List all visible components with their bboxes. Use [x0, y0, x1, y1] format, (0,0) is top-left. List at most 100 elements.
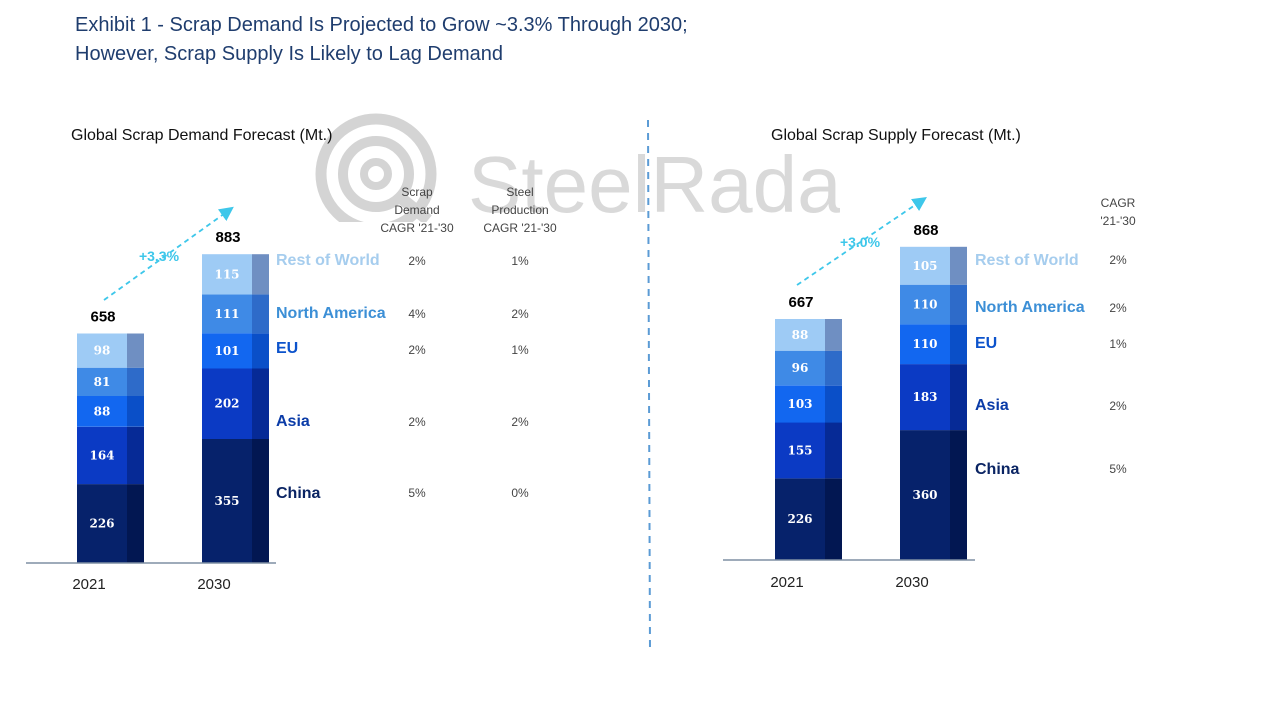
cagr-value-asia: 2%	[408, 415, 426, 429]
bar-segment-eu-2030	[202, 333, 252, 369]
bar-side-strip-china-2030	[950, 430, 967, 560]
bar-side-strip-asia-2030	[252, 368, 269, 439]
data-label-asia-2030: 183	[912, 390, 937, 404]
cagr-column-header: Demand	[394, 203, 439, 217]
bar-side-strip-rest-of-world-2030	[950, 246, 967, 285]
bar-segment-eu-2021	[77, 396, 127, 427]
bar-segment-asia-2021	[77, 426, 127, 485]
cagr-column-header: CAGR	[1101, 196, 1136, 210]
cagr-value-eu: 1%	[511, 343, 529, 357]
cagr-value-china: 5%	[408, 486, 426, 500]
data-label-china-2030: 355	[214, 494, 239, 508]
bar-side-strip-rest-of-world-2021	[127, 333, 144, 368]
bar-total-2030: 883	[215, 229, 240, 246]
data-label-eu-2021: 103	[787, 397, 812, 411]
bar-total-2030: 868	[913, 222, 938, 239]
bar-segment-north-america-2021	[77, 367, 127, 396]
data-label-rest-of-world-2021: 98	[94, 344, 111, 358]
growth-arrow	[796, 196, 927, 286]
cagr-value-north-america: 4%	[408, 307, 426, 321]
exhibit-title-line-2: However, Scrap Supply Is Likely to Lag D…	[75, 43, 503, 65]
bar-segment-north-america-2021	[775, 350, 825, 386]
cagr-value-eu: 2%	[408, 343, 426, 357]
bar-side-strip-north-america-2030	[252, 294, 269, 334]
data-label-eu-2030: 101	[214, 344, 239, 358]
bar-segment-north-america-2030	[900, 284, 950, 325]
exhibit-title: Exhibit 1 - Scrap Demand Is Projected to…	[75, 11, 688, 69]
region-label-china: China	[975, 461, 1020, 478]
bar-total-2021: 658	[90, 309, 115, 326]
bar-side-strip-eu-2030	[252, 333, 269, 369]
exhibit-title-line-1: Exhibit 1 - Scrap Demand Is Projected to…	[75, 14, 688, 36]
bar-side-strip-china-2021	[127, 484, 144, 563]
data-label-asia-2021: 155	[787, 444, 812, 458]
chart-title: Global Scrap Demand Forecast (Mt.)	[71, 127, 332, 144]
cagr-value-north-america: 2%	[1109, 301, 1127, 315]
region-label-north-america: North America	[975, 299, 1085, 316]
data-label-asia-2030: 202	[214, 397, 239, 411]
cagr-value-asia: 2%	[1109, 399, 1127, 413]
cagr-column-header: Scrap	[401, 185, 433, 199]
cagr-value-eu: 1%	[1109, 337, 1127, 351]
bar-segment-china-2021	[775, 478, 825, 560]
cagr-value-asia: 2%	[511, 415, 529, 429]
region-label-eu: EU	[276, 340, 298, 357]
data-label-asia-2021: 164	[89, 448, 114, 462]
growth-label: +3.0%	[840, 234, 881, 250]
data-label-china-2021: 226	[89, 517, 114, 531]
bar-segment-rest-of-world-2021	[77, 333, 127, 368]
cagr-column-header: CAGR '21-'30	[380, 221, 454, 235]
cagr-value-rest-of-world: 2%	[1109, 253, 1127, 267]
bar-total-2021: 667	[788, 294, 813, 311]
data-label-china-2021: 226	[787, 512, 812, 526]
bar-segment-north-america-2030	[202, 294, 252, 334]
bar-segment-asia-2030	[900, 364, 950, 431]
bar-side-strip-china-2021	[825, 478, 842, 560]
x-tick-label-2021: 2021	[770, 574, 803, 591]
data-label-north-america-2021: 96	[792, 361, 809, 375]
bar-side-strip-rest-of-world-2030	[252, 254, 269, 295]
cagr-value-rest-of-world: 2%	[408, 254, 426, 268]
data-label-eu-2021: 88	[94, 404, 111, 418]
growth-label: +3.3%	[139, 248, 180, 264]
cagr-column-header: '21-'30	[1100, 214, 1136, 228]
region-label-rest-of-world: Rest of World	[975, 252, 1079, 269]
bar-segment-rest-of-world-2021	[775, 319, 825, 351]
data-label-rest-of-world-2030: 105	[912, 259, 937, 273]
region-label-rest-of-world: Rest of World	[276, 252, 380, 269]
bar-side-strip-north-america-2030	[950, 284, 967, 325]
bar-side-strip-asia-2030	[950, 364, 967, 431]
steelradar-watermark: SteelRadar	[315, 113, 840, 222]
bar-segment-rest-of-world-2030	[900, 246, 950, 285]
cagr-value-rest-of-world: 1%	[511, 254, 529, 268]
region-label-north-america: North America	[276, 305, 386, 322]
x-tick-label-2030: 2030	[895, 574, 928, 591]
data-label-china-2030: 360	[912, 488, 937, 502]
data-label-eu-2030: 110	[912, 337, 937, 351]
bar-side-strip-asia-2021	[127, 426, 144, 485]
bar-segment-asia-2030	[202, 368, 252, 439]
region-label-asia: Asia	[276, 413, 310, 430]
bar-side-strip-eu-2021	[127, 396, 144, 427]
region-label-china: China	[276, 485, 321, 502]
bar-side-strip-eu-2030	[950, 324, 967, 365]
cagr-value-china: 5%	[1109, 462, 1127, 476]
data-label-north-america-2021: 81	[94, 375, 111, 389]
bar-segment-asia-2021	[775, 422, 825, 479]
region-label-asia: Asia	[975, 397, 1009, 414]
bar-segment-china-2030	[202, 439, 252, 563]
bar-segment-rest-of-world-2030	[202, 254, 252, 295]
x-tick-label-2030: 2030	[197, 576, 230, 593]
bar-side-strip-north-america-2021	[127, 367, 144, 396]
scrap-supply-chart: Global Scrap Supply Forecast (Mt.) 226 155…	[723, 127, 1136, 591]
bar-side-strip-asia-2021	[825, 422, 842, 479]
growth-arrow	[103, 206, 234, 301]
chart-title: Global Scrap Supply Forecast (Mt.)	[771, 127, 1021, 144]
data-label-rest-of-world-2021: 88	[792, 328, 809, 342]
divider-line	[647, 119, 651, 653]
cagr-value-north-america: 2%	[511, 307, 529, 321]
x-tick-label-2021: 2021	[72, 576, 105, 593]
bar-side-strip-eu-2021	[825, 385, 842, 423]
